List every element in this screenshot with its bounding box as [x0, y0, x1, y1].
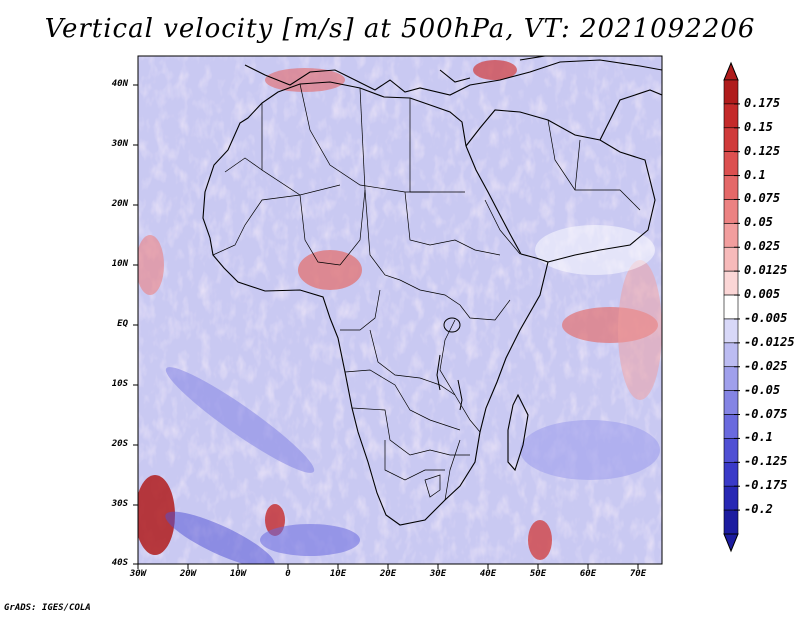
field-patch-red: [528, 520, 552, 560]
credit-text: GrADS: IGES/COLA: [4, 603, 91, 613]
colorbar-label: -0.0125: [744, 334, 795, 349]
axis-ticks: [133, 84, 639, 569]
colorbar-segment: [723, 79, 739, 105]
lat-label: 10N: [111, 259, 128, 269]
colorbar-label: 0.15: [744, 119, 773, 134]
field-patch-red: [298, 250, 362, 290]
coast-madagascar: [507, 393, 529, 472]
colorbar-segment: [723, 414, 739, 439]
colorbar-label: -0.075: [744, 406, 788, 421]
colorbar-label: -0.005: [744, 310, 788, 325]
coast-blacksea: [519, 56, 546, 61]
plot-frame: [137, 55, 663, 565]
colorbar-segment: [723, 485, 739, 511]
colorbar-segment: [723, 103, 739, 129]
field-patch-red: [138, 235, 164, 295]
lake-tanganyika: [436, 354, 441, 391]
lon-label: 40E: [479, 569, 497, 579]
colorbar-segment: [723, 270, 739, 296]
colorbar-label: 0.075: [744, 191, 781, 206]
lake-victoria: [443, 317, 461, 333]
lon-label: 20W: [179, 569, 197, 579]
lat-label: 20N: [111, 199, 128, 209]
colorbar-bottom-arrow: [723, 533, 739, 553]
lake-malawi: [457, 379, 463, 411]
coast-arabia: [465, 109, 656, 263]
colorbar-label: -0.025: [744, 358, 788, 373]
lon-label: 10E: [329, 569, 347, 579]
colorbar-top-arrow: [723, 61, 739, 81]
lon-label: 60E: [579, 569, 597, 579]
colorbar-segment: [723, 294, 739, 320]
colorbar-segment: [723, 199, 739, 224]
colorbar-label: 0.175: [744, 95, 781, 110]
field-patch-red: [138, 475, 175, 555]
field-patch-blue: [165, 511, 275, 564]
colorbar-segment: [723, 438, 739, 463]
map-title: Vertical velocity [m/s] at 500hPa, VT: 2…: [44, 14, 756, 44]
field-patch-red: [265, 68, 345, 92]
colorbar-label: 0.125: [744, 143, 781, 158]
lon-label: 10W: [229, 569, 247, 579]
colorbar-segment: [723, 462, 739, 487]
colorbar-label: -0.2: [744, 502, 773, 517]
field-patch-blue: [165, 367, 315, 473]
colorbar-segment: [723, 175, 739, 200]
colorbar-segment: [723, 223, 739, 248]
lon-label: 20E: [379, 569, 397, 579]
colorbar-label: -0.125: [744, 454, 788, 469]
colorbar-segment: [723, 342, 739, 368]
colorbar-label: 0.0125: [744, 263, 788, 278]
country-borders: [212, 83, 641, 501]
lat-label: 20S: [111, 439, 128, 449]
coastlines: [202, 56, 662, 526]
field-patch-blue: [260, 524, 360, 556]
colorbar-segment: [723, 509, 739, 535]
colorbar-segment: [723, 151, 739, 176]
field-plot: [138, 56, 662, 564]
coast-africa: [202, 81, 549, 526]
coast-persia: [599, 89, 662, 141]
colorbar-label: 0.05: [744, 215, 773, 230]
colorbar-segment: [723, 390, 739, 415]
lat-label: 30S: [111, 499, 128, 509]
lakes: [436, 317, 463, 411]
colorbar: [723, 61, 740, 553]
colorbar-segment: [723, 318, 739, 344]
lon-label: 30E: [429, 569, 447, 579]
colorbar-label: 0.025: [744, 239, 781, 254]
lon-label: 70E: [629, 569, 647, 579]
colorbar-segment: [723, 246, 739, 272]
lat-label: 40S: [111, 558, 128, 568]
field-patch-red: [473, 60, 517, 80]
lon-label: 50E: [529, 569, 547, 579]
field-patch-white: [535, 225, 655, 275]
colorbar-label: -0.175: [744, 478, 788, 493]
colorbar-label: -0.05: [744, 382, 781, 397]
field-patch-blue: [520, 420, 660, 480]
field-texture: [138, 56, 662, 564]
lon-label: 0: [285, 569, 291, 579]
colorbar-label: 0.005: [744, 287, 781, 302]
coast-mediterranean-north: [244, 59, 662, 96]
lon-label: 30W: [129, 569, 147, 579]
colorbar-segment: [723, 366, 739, 391]
lat-label: 40N: [111, 79, 128, 89]
lat-label: 10S: [111, 379, 128, 389]
lat-label: 30N: [111, 139, 128, 149]
colorbar-label: 0.1: [744, 167, 766, 182]
coast-greece: [439, 69, 471, 83]
colorbar-segment: [723, 127, 739, 152]
field-patch-red: [618, 260, 662, 400]
colorbar-label: -0.1: [744, 430, 773, 445]
lat-label: EQ: [117, 319, 128, 329]
